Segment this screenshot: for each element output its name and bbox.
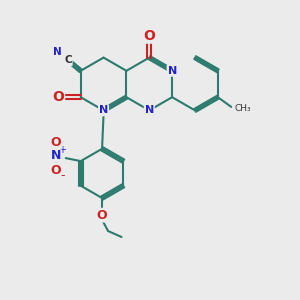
Text: N: N (53, 46, 62, 57)
Text: O: O (143, 29, 155, 43)
Text: O: O (51, 136, 62, 149)
Text: -: - (60, 169, 64, 182)
Text: O: O (97, 209, 107, 222)
Text: O: O (52, 90, 64, 104)
Text: C: C (64, 55, 72, 65)
Text: N: N (51, 149, 61, 162)
Text: +: + (58, 145, 66, 155)
Text: CH₃: CH₃ (235, 104, 251, 113)
Text: N: N (145, 105, 154, 116)
Text: N: N (167, 66, 177, 76)
Text: O: O (51, 164, 62, 177)
Text: N: N (99, 105, 108, 116)
